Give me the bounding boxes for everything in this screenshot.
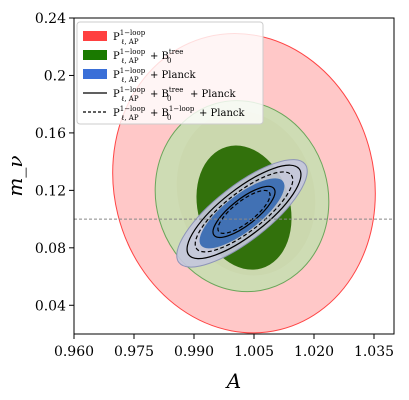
y-tick-label: 0.2 <box>44 68 66 84</box>
x-tick-label: 1.005 <box>234 344 274 360</box>
y-tick-label: 0.24 <box>35 11 66 27</box>
legend-swatch-2 <box>83 69 107 79</box>
x-tick-label: 1.020 <box>294 344 334 360</box>
legend-swatch-1 <box>83 50 107 60</box>
x-tick-label: 1.035 <box>354 344 394 360</box>
legend-label-1: P1−loop ℓ, AP + Btree 0 <box>113 48 183 65</box>
y-tick-label: 0.04 <box>35 298 66 314</box>
y-axis-label: m_ν <box>3 155 27 196</box>
contour-4-inner <box>217 189 271 234</box>
legend-label-0: P1−loop ℓ, AP <box>113 29 146 46</box>
x-tick-label: 0.990 <box>174 344 214 360</box>
legend-label-4: P1−loop ℓ, AP + B1−loop 0 + Planck <box>113 105 245 122</box>
contour-2-inner <box>199 178 285 249</box>
legend-box <box>76 21 264 125</box>
y-tick-label: 0.16 <box>35 126 66 142</box>
legend: P1−loop ℓ, AP P1−loop ℓ, AP + Btree 0 P1−loop ℓ… <box>76 21 264 125</box>
y-axis: 0.04 0.08 0.12 0.16 0.2 0.24 <box>35 11 74 314</box>
y-tick-label: 0.12 <box>35 183 66 199</box>
x-axis-label: A <box>225 369 241 393</box>
y-tick-label: 0.08 <box>35 241 66 257</box>
legend-label-3: P1−loop ℓ, AP + Btree 0 + Planck <box>113 86 236 103</box>
x-tick-label: 0.960 <box>54 344 94 360</box>
x-axis: 0.960 0.975 0.990 1.005 1.020 1.035 <box>54 334 394 360</box>
legend-swatch-0 <box>83 31 107 41</box>
x-tick-label: 0.975 <box>114 344 154 360</box>
plot-frame <box>73 17 395 335</box>
contour-3-inner <box>212 185 276 239</box>
legend-label-2: P1−loop ℓ, AP + Planck <box>113 67 196 84</box>
contour-3-outer <box>186 164 302 260</box>
